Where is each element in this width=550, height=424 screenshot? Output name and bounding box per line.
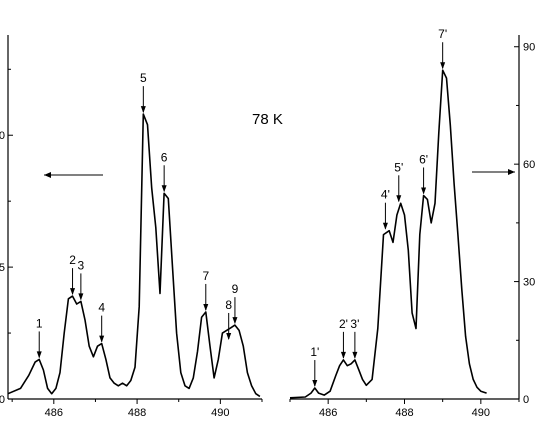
peak-label: 2: [69, 253, 76, 267]
peak-label: 7': [438, 27, 447, 41]
peak-arrowhead: [99, 335, 105, 343]
peak-label: 2': [339, 317, 348, 331]
right-panel: 486 488 490 0 30 60 90 1' 2' 3' 4' 5' 6' 7': [289, 27, 535, 419]
x-tick-label: 486: [319, 407, 337, 419]
peak-arrowhead: [352, 351, 358, 359]
peak-arrowhead: [440, 62, 446, 70]
peak-arrowhead: [232, 317, 238, 325]
peak-arrowhead: [36, 351, 42, 359]
y-tick-label: 90: [523, 42, 535, 54]
peak-label: 7: [202, 269, 209, 283]
peak-arrowhead: [382, 222, 388, 230]
peak-arrowhead: [140, 106, 146, 114]
peak-label: 1': [310, 345, 319, 359]
left-panel: 4864884900510123456789: [0, 35, 263, 419]
y-tick-label: 0: [0, 394, 5, 406]
peak-label: 4: [98, 301, 105, 315]
y-tick-label: 5: [0, 262, 5, 274]
peak-label: 4': [381, 188, 390, 202]
spectrum-line: [7, 113, 261, 398]
peak-label: 6': [419, 152, 428, 166]
peak-arrowhead: [161, 185, 167, 193]
peak-label: 9: [232, 282, 239, 296]
right-axis-arrow: [472, 169, 515, 175]
x-tick-label: 490: [472, 407, 490, 419]
peak-label: 6: [161, 150, 168, 164]
x-tick-label: 488: [128, 407, 146, 419]
peak-label: 8: [225, 298, 232, 312]
peak-arrowhead: [312, 380, 318, 388]
peak-arrowhead: [70, 288, 76, 296]
peak-arrowhead: [396, 195, 402, 203]
peak-arrowhead: [78, 293, 84, 301]
x-tick-label: 488: [395, 407, 413, 419]
peak-arrowhead: [340, 351, 346, 359]
peak-arrowhead: [421, 187, 427, 195]
peak-label: 3': [350, 317, 359, 331]
peak-label: 3: [78, 258, 85, 272]
peak-label: 5: [140, 71, 147, 85]
peak-arrowhead: [203, 303, 209, 311]
y-tick-label: 60: [523, 159, 535, 171]
x-tick-label: 490: [211, 407, 229, 419]
peak-label: 1: [36, 316, 43, 330]
y-tick-label: 10: [0, 130, 5, 142]
spectrum-line: [289, 69, 487, 399]
y-tick-label: 0: [523, 394, 529, 406]
x-tick-label: 486: [45, 407, 63, 419]
chart-title: 78 K: [252, 111, 283, 128]
peak-label: 5': [394, 160, 403, 174]
left-axis-arrow: [44, 172, 103, 178]
peak-arrowhead: [226, 332, 232, 340]
y-tick-label: 30: [523, 277, 535, 289]
